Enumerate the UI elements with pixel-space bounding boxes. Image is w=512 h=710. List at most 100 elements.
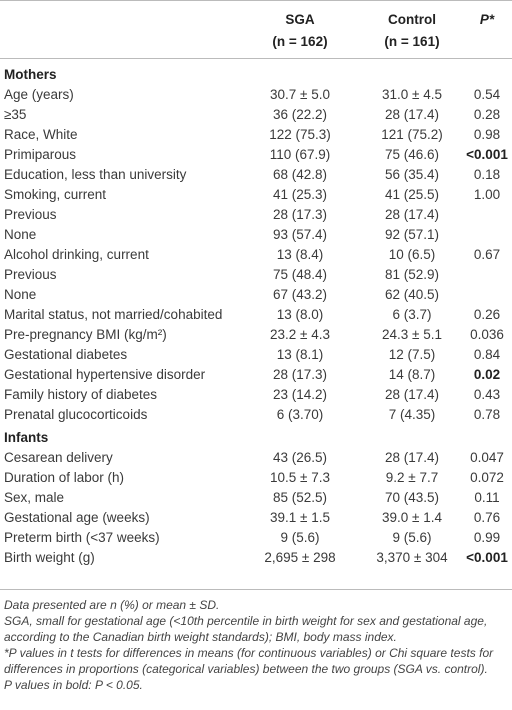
top-rule	[0, 0, 512, 1]
column-header: Control	[388, 12, 436, 27]
row-label: Pre-pregnancy BMI (kg/m²)	[4, 327, 167, 342]
row-label: Prenatal glucocorticoids	[4, 407, 148, 422]
cell: 93 (57.4)	[272, 227, 328, 242]
cell: 85 (52.5)	[272, 490, 328, 505]
column-header: SGA	[285, 12, 315, 27]
cell: 9.2 ± 7.7	[385, 470, 439, 485]
row-label: Previous	[4, 267, 57, 282]
footnote: Data presented are n (%) or mean ± SD.	[4, 598, 220, 612]
row-label: Marital status, not married/cohabited	[4, 307, 223, 322]
footnote: P values in bold: P < 0.05.	[4, 678, 143, 692]
cell: 2,695 ± 298	[264, 550, 336, 565]
cell: <0.001	[466, 550, 508, 565]
cell: 70 (43.5)	[384, 490, 440, 505]
cell: 13 (8.0)	[276, 307, 324, 322]
cell: 0.18	[473, 167, 501, 182]
cell: 30.7 ± 5.0	[270, 87, 330, 102]
cell: 41 (25.3)	[272, 187, 328, 202]
cell: 3,370 ± 304	[376, 550, 448, 565]
row-label: None	[4, 227, 37, 242]
cell: 23 (14.2)	[272, 387, 328, 402]
footnote: *P values in t tests for differences in …	[4, 646, 494, 676]
cell: 39.0 ± 1.4	[382, 510, 442, 525]
cell: 9 (5.6)	[280, 530, 320, 545]
cell: 10.5 ± 7.3	[270, 470, 330, 485]
cell: 28 (17.3)	[272, 367, 328, 382]
column-header: (n = 161)	[384, 34, 440, 49]
row-label: Cesarean delivery	[4, 450, 113, 465]
cell: 7 (4.35)	[388, 407, 436, 422]
cell: 0.072	[470, 470, 504, 485]
row-label: Duration of labor (h)	[4, 470, 125, 485]
cell: 31.0 ± 4.5	[382, 87, 442, 102]
cell: 41 (25.5)	[384, 187, 440, 202]
row-label: Preterm birth (<37 weeks)	[4, 530, 160, 545]
cell: 75 (46.6)	[384, 147, 440, 162]
cell: 81 (52.9)	[384, 267, 440, 282]
section-title: Infants	[4, 430, 49, 445]
cell: 24.3 ± 5.1	[382, 327, 442, 342]
row-label: ≥35	[4, 107, 27, 122]
cell: 28 (17.4)	[384, 107, 440, 122]
cell: 67 (43.2)	[272, 287, 328, 302]
cell: 28 (17.3)	[272, 207, 328, 222]
cell: 75 (48.4)	[272, 267, 328, 282]
row-label: Education, less than university	[4, 167, 187, 182]
cell: <0.001	[466, 147, 508, 162]
cell: 13 (8.1)	[276, 347, 324, 362]
header-rule	[0, 58, 512, 59]
cell: 0.43	[473, 387, 501, 402]
cell: 28 (17.4)	[384, 450, 440, 465]
cell: 0.11	[474, 490, 500, 505]
row-label: None	[4, 287, 37, 302]
cell: 0.02	[473, 367, 501, 382]
footnotes: Data presented are n (%) or mean ± SD. SG…	[4, 597, 508, 693]
row-label: Race, White	[4, 127, 78, 142]
cell: 10 (6.5)	[388, 247, 436, 262]
row-label: Birth weight (g)	[4, 550, 95, 565]
cell: 28 (17.4)	[384, 207, 440, 222]
cell: 0.67	[473, 247, 501, 262]
cell: 14 (8.7)	[388, 367, 436, 382]
row-label: Sex, male	[4, 490, 65, 505]
row-label: Gestational age (weeks)	[4, 510, 150, 525]
cell: 0.99	[473, 530, 501, 545]
column-header: (n = 162)	[272, 34, 328, 49]
cell: 110 (67.9)	[269, 147, 331, 162]
bottom-rule	[0, 589, 512, 590]
cell: 0.98	[473, 127, 501, 142]
cell: 0.036	[470, 327, 504, 342]
cell: 36 (22.2)	[272, 107, 328, 122]
cell: 6 (3.7)	[392, 307, 432, 322]
cell: 68 (42.8)	[272, 167, 328, 182]
row-label: Age (years)	[4, 87, 74, 102]
row-label: Smoking, current	[4, 187, 107, 202]
cell: 92 (57.1)	[384, 227, 440, 242]
cell: 122 (75.3)	[269, 127, 331, 142]
cell: 6 (3.70)	[276, 407, 324, 422]
cell: 62 (40.5)	[384, 287, 440, 302]
cell: 0.28	[473, 107, 501, 122]
cell: 12 (7.5)	[388, 347, 436, 362]
cell: 121 (75.2)	[381, 127, 443, 142]
cell: 0.78	[473, 407, 501, 422]
cell: 9 (5.6)	[392, 530, 432, 545]
cell: 0.26	[473, 307, 501, 322]
row-label: Family history of diabetes	[4, 387, 158, 402]
row-label: Primiparous	[4, 147, 77, 162]
footnote: SGA, small for gestational age (<10th pe…	[4, 614, 488, 644]
cell: 0.047	[470, 450, 504, 465]
cell: 13 (8.4)	[276, 247, 324, 262]
cell: 1.00	[473, 187, 501, 202]
row-label: Gestational diabetes	[4, 347, 128, 362]
cell: 0.54	[473, 87, 501, 102]
cell: 43 (26.5)	[272, 450, 328, 465]
cell: 39.1 ± 1.5	[270, 510, 330, 525]
row-label: Previous	[4, 207, 57, 222]
row-label: Alcohol drinking, current	[4, 247, 149, 262]
cell: 0.76	[473, 510, 501, 525]
cell: 0.84	[473, 347, 501, 362]
cell: 28 (17.4)	[384, 387, 440, 402]
column-header: P*	[479, 12, 495, 27]
